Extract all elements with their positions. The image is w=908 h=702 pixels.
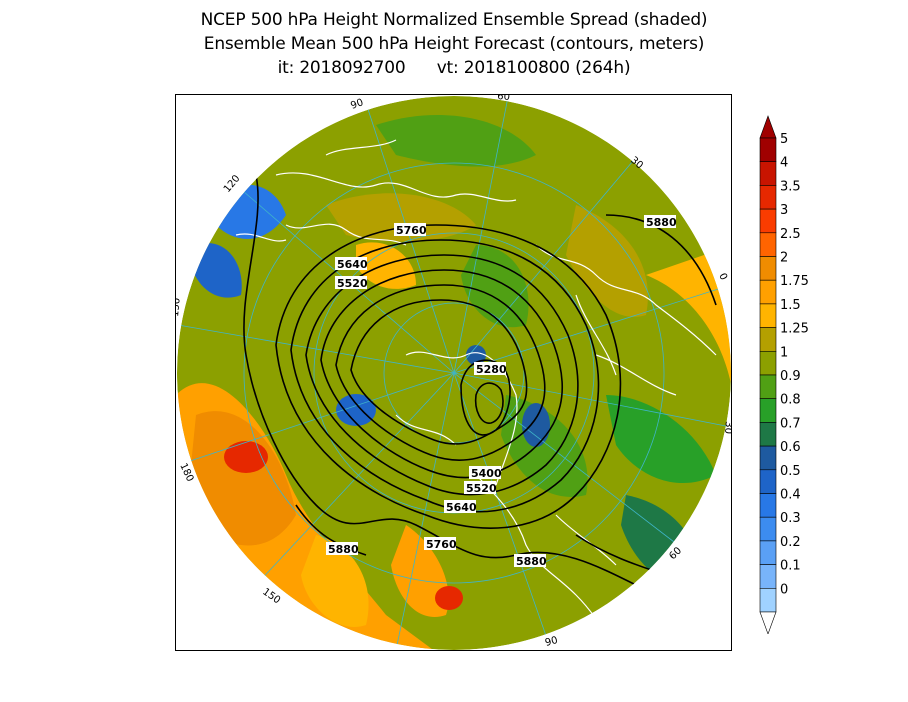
colorbar-box: [759, 398, 777, 423]
colorbar-box: [759, 469, 777, 494]
colorbar-level-label: 1.25: [780, 322, 809, 337]
contour-label-5880-east: 5880: [646, 216, 677, 229]
colorbar-level-label: 0.6: [780, 440, 801, 455]
colorbar-bottom-arrow: [759, 611, 777, 634]
polar-map: 5760 5640 5520 5280 5400 5520 5640 5760 …: [176, 95, 732, 650]
lon-label-0: 0: [716, 272, 729, 282]
colorbar-level-label: 0.9: [780, 369, 801, 384]
colorbar-level-label: 0.3: [780, 511, 801, 526]
title-block: NCEP 500 hPa Height Normalized Ensemble …: [150, 8, 758, 80]
colorbar-box: [759, 564, 777, 589]
lon-label-90-top: 90: [349, 97, 365, 112]
colorbar-labels: 5 4 3.5 3 2.5 2 1.75 1.5 1.25 1 0.9 0.8 0.7 0.6 0.5 0.4…: [780, 132, 809, 597]
colorbar-box: [759, 493, 777, 518]
contour-labels: 5760 5640 5520 5280 5400 5520 5640 5760 …: [326, 215, 677, 568]
contour-label-5760-south: 5760: [426, 538, 457, 551]
colorbar-box: [759, 351, 777, 376]
colorbar-level-label: 4: [780, 156, 788, 171]
contour-label-5640-south: 5640: [446, 501, 477, 514]
colorbar-box: [759, 422, 777, 447]
colorbar: 5 4 3.5 3 2.5 2 1.75 1.5 1.25 1 0.9 0.8 0.7 0.6 0.5 0.4…: [759, 115, 809, 634]
colorbar-level-label: 5: [780, 132, 788, 147]
colorbar-box: [759, 161, 777, 186]
title-line-3: it: 2018092700 vt: 2018100800 (264h): [277, 58, 631, 78]
contour-label-5880-south: 5880: [516, 555, 547, 568]
lon-label-30-right: 30: [722, 421, 732, 435]
colorbar-box: [759, 232, 777, 257]
lon-label-60-top: 60: [497, 95, 511, 103]
colorbar-level-label: 1: [780, 345, 788, 360]
colorbar-box: [759, 587, 777, 613]
title-line-2: Ensemble Mean 500 hPa Height Forecast (c…: [203, 34, 705, 54]
colorbar-box: [759, 279, 777, 305]
contour-label-5280: 5280: [476, 363, 507, 376]
colorbar-box: [759, 185, 777, 210]
colorbar-top-arrow: [759, 115, 777, 139]
colorbar-box: [759, 208, 777, 234]
colorbar-box: [759, 137, 777, 163]
colorbar-level-label: 3: [780, 203, 788, 218]
colorbar-box: [759, 540, 777, 565]
colorbar-level-label: 0: [780, 582, 788, 597]
colorbar-box: [759, 374, 777, 400]
colorbar-level-label: 3.5: [780, 179, 801, 194]
colorbar-level-label: 0.7: [780, 416, 801, 431]
colorbar-level-label: 1.75: [780, 274, 809, 289]
colorbar-level-label: 0.2: [780, 535, 801, 550]
colorbar-box: [759, 445, 777, 471]
colorbar-level-label: 2.5: [780, 227, 801, 242]
colorbar-level-label: 0.8: [780, 393, 801, 408]
contour-label-5760-north: 5760: [396, 224, 427, 237]
lon-label-90-bottom: 90: [544, 635, 559, 649]
colorbar-level-label: 2: [780, 251, 788, 266]
colorbar-level-label: 1.5: [780, 298, 801, 313]
height-contours: [243, 174, 717, 588]
colorbar-box: [759, 256, 777, 281]
colorbar-level-label: 0.5: [780, 464, 801, 479]
colorbar-level-label: 0.4: [780, 488, 801, 503]
title-line-1: NCEP 500 hPa Height Normalized Ensemble …: [200, 10, 708, 30]
contour-label-5520-south: 5520: [466, 482, 497, 495]
colorbar-level-label: 0.1: [780, 559, 801, 574]
colorbar-box: [759, 516, 777, 542]
colorbar-box: [759, 303, 777, 328]
contour-label-5400: 5400: [471, 467, 502, 480]
contour-label-5520-north: 5520: [337, 277, 368, 290]
colorbar-boxes: [759, 115, 777, 634]
lon-label-150-left: 150: [176, 297, 183, 317]
contour-label-5880-west: 5880: [328, 543, 359, 556]
map-frame: 5760 5640 5520 5280 5400 5520 5640 5760 …: [175, 94, 732, 651]
colorbar-box: [759, 327, 777, 352]
contour-label-5640-north: 5640: [337, 258, 368, 271]
